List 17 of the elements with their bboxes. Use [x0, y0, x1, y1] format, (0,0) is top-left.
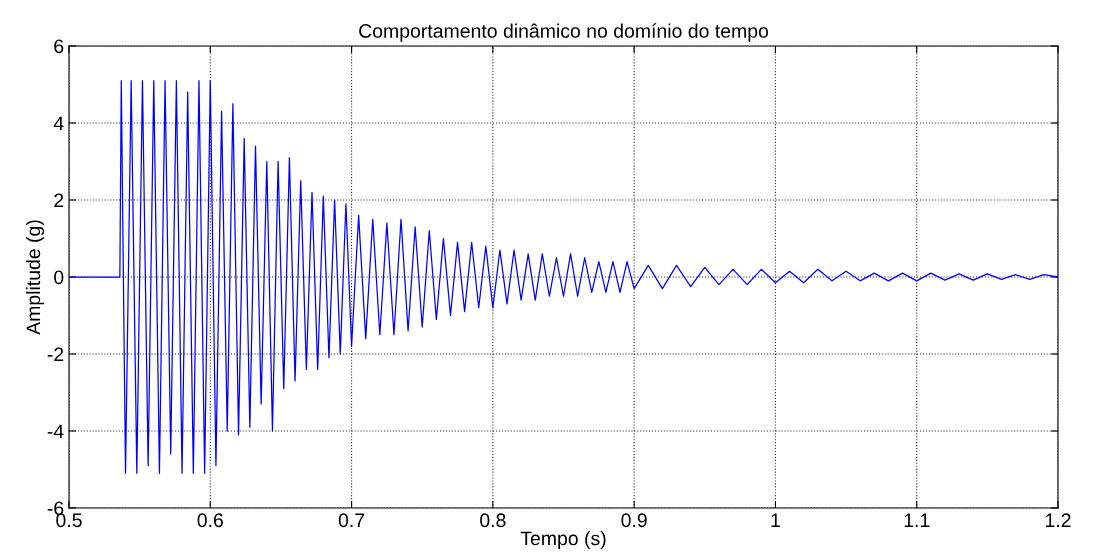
x-tick-label: 1.1: [904, 513, 930, 527]
chart-title: Comportamento dinâmico no domínio do tempo: [359, 23, 769, 42]
x-axis-title: Tempo (s): [520, 530, 606, 550]
x-tick-label: 1.2: [1045, 513, 1071, 527]
y-tick-label: 2: [54, 193, 64, 208]
line-series: [69, 80, 1058, 474]
x-tick-label: 0.6: [197, 513, 223, 528]
x-tick-label: 0.7: [338, 513, 365, 528]
y-tick-label: 0: [54, 270, 64, 285]
x-tick-label: 0.9: [621, 513, 647, 528]
x-tick-label: 0.8: [480, 513, 506, 528]
y-tick-label: -2: [47, 347, 64, 362]
y-tick-label: 4: [53, 116, 64, 131]
x-tick-label: 1: [771, 513, 780, 527]
y-tick-label: 6: [54, 39, 64, 54]
y-axis-title: Amplitude (g): [25, 220, 45, 335]
y-tick-label: -4: [47, 424, 64, 439]
